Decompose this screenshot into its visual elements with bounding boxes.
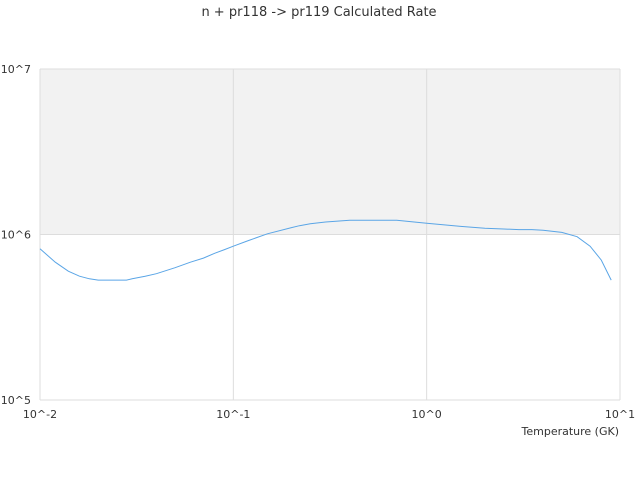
x-axis-label: Temperature (GK) xyxy=(521,425,620,438)
shaded-band xyxy=(40,69,620,235)
x-tick-label: 10^0 xyxy=(412,408,442,421)
x-tick-label: 10^1 xyxy=(605,408,635,421)
y-tick-label: 10^7 xyxy=(1,63,31,76)
chart-title: n + pr118 -> pr119 Calculated Rate xyxy=(201,5,436,20)
series-layer xyxy=(39,219,612,281)
series-line xyxy=(39,219,612,281)
band-rect xyxy=(40,69,620,235)
gridlines xyxy=(39,68,621,401)
y-tick-label: 10^5 xyxy=(1,394,31,407)
y-axis-ticks: 10^5 10^6 10^7 xyxy=(1,63,31,407)
y-tick-label: 10^6 xyxy=(1,229,31,242)
x-tick-label: 10^-2 xyxy=(23,408,57,421)
x-tick-label: 10^-1 xyxy=(216,408,250,421)
x-axis-ticks: 10^-2 10^-1 10^0 10^1 xyxy=(23,408,635,421)
